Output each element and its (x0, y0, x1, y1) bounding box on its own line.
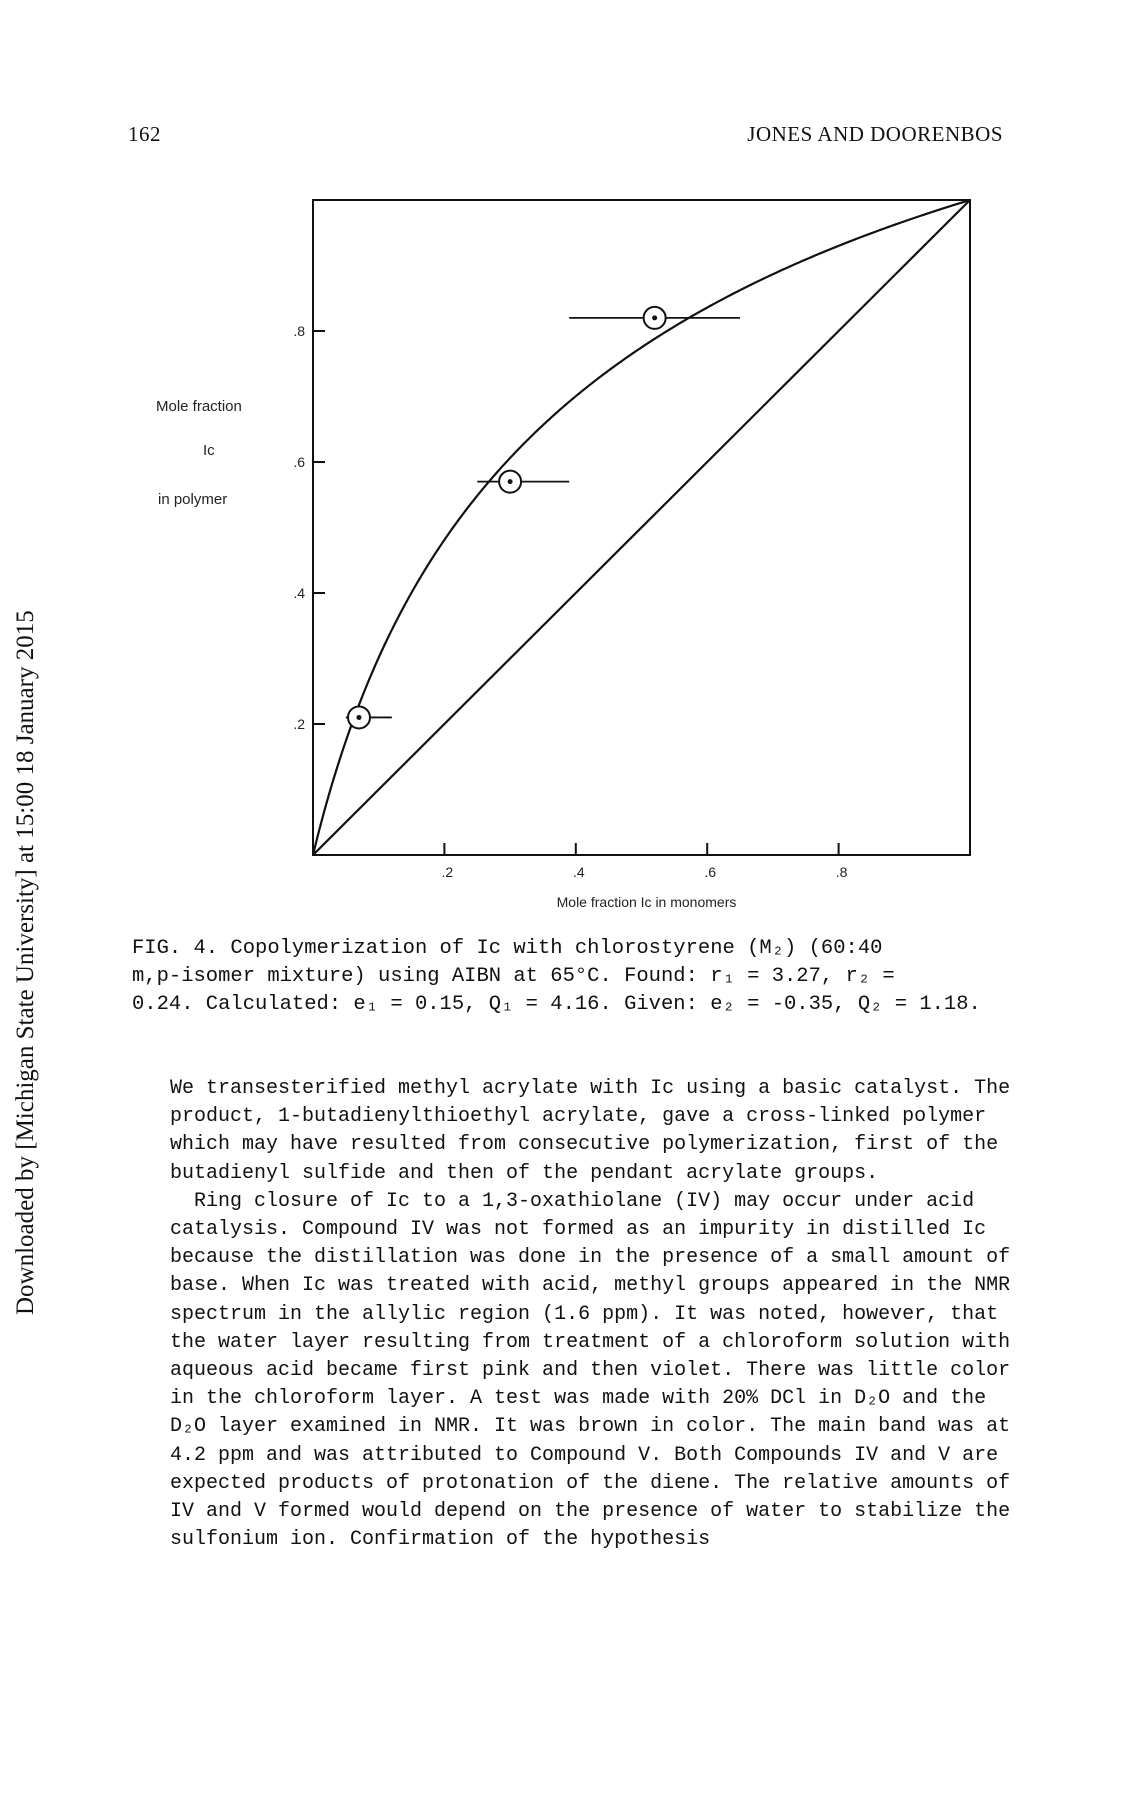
data-point-center (356, 714, 362, 720)
x-axis-label: Mole fraction Ic in monomers (557, 894, 737, 910)
x-tick-label: .4 (573, 864, 585, 880)
caption-line: FIG. 4. Copolymerization of Ic with chlo… (132, 937, 883, 960)
y-tick-label: .4 (293, 585, 305, 601)
figure-caption: FIG. 4. Copolymerization of Ic with chlo… (132, 935, 1012, 1019)
composition-curve (311, 198, 971, 856)
paragraph: Ring closure of Ic to a 1,3-oxathiolane … (170, 1189, 1011, 1552)
y-axis-label-line-2: Ic (203, 442, 215, 459)
y-axis-label-line-3: in polymer (158, 491, 228, 508)
running-head: JONES AND DOORENBOS (747, 122, 1003, 146)
x-tick-label: .8 (836, 864, 848, 880)
plot-frame (312, 199, 971, 856)
y-axis-label-line-1: Mole fraction (156, 398, 242, 415)
y-tick-label: .8 (293, 323, 305, 339)
y-tick-label: .2 (293, 716, 305, 732)
page-number: 162 (128, 122, 161, 146)
x-tick-label: .2 (442, 864, 454, 880)
y-tick-label: .6 (293, 454, 305, 470)
data-point-center (652, 315, 658, 321)
figure-4: .2 .4 .6 .8 .2 .4 .6 .8 Mole fraction Ic in mono… (156, 198, 971, 910)
caption-line: m,p-isomer mixture) using AIBN at 65°C. … (132, 965, 895, 988)
caption-line: 0.24. Calculated: e₁ = 0.15, Q₁ = 4.16. … (132, 993, 981, 1016)
paragraph: We transesterified methyl acrylate with … (170, 1077, 1011, 1185)
copolymer-chart: .2 .4 .6 .8 .2 .4 .6 .8 Mole fraction Ic in mono… (293, 198, 971, 910)
x-tick-label: .6 (704, 864, 716, 880)
diagonal-line (312, 199, 971, 856)
body-text: We transesterified methyl acrylate with … (170, 1075, 1030, 1554)
data-point-center (507, 479, 513, 485)
